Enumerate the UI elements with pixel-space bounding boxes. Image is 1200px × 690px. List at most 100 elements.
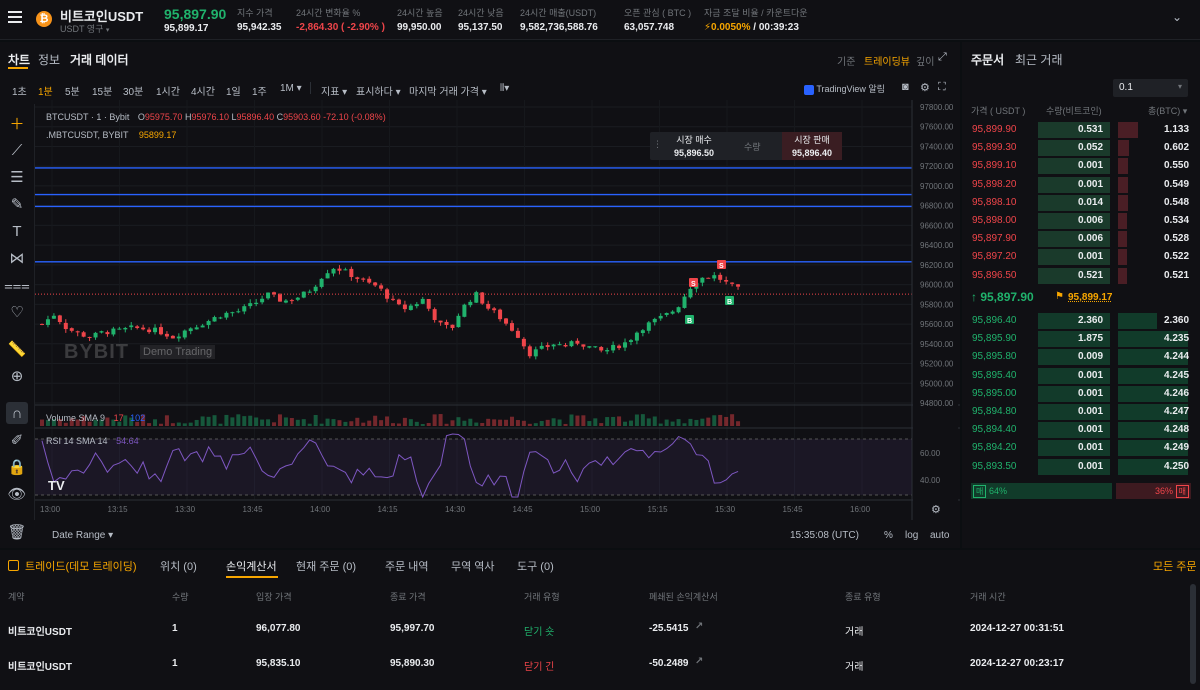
ask-price[interactable]: 95,897.20 (972, 251, 1017, 263)
ask-row[interactable]: 95,897.90 0.006 0.528 (962, 230, 1200, 248)
chart-type-icon[interactable]: ⫴▾ (500, 83, 510, 94)
tf-1s[interactable]: 1초 (12, 87, 27, 98)
col-total[interactable]: 총(BTC) ▾ (1148, 106, 1188, 116)
pattern-icon[interactable]: ⋈ (9, 250, 25, 267)
ruler-icon[interactable]: 📏 (7, 341, 27, 358)
market-sell-button[interactable]: 시장 판매 95,896.40 (782, 132, 842, 160)
bid-price[interactable]: 95,894.20 (972, 442, 1017, 454)
tab-recent-trades[interactable]: 최근 거래 (1015, 53, 1063, 67)
ask-row[interactable]: 95,898.20 0.001 0.549 (962, 176, 1200, 194)
tab-current-orders[interactable]: 현재 주문 (0) (296, 561, 357, 573)
bid-price[interactable]: 95,894.80 (972, 406, 1017, 417)
measure-lines-icon[interactable]: ⩶ (4, 276, 30, 294)
trash-icon[interactable]: 🗑 (7, 524, 27, 541)
ask-row[interactable]: 95,899.10 0.001 0.550 (962, 157, 1200, 175)
percent-toggle[interactable]: % (884, 530, 893, 541)
tab-info[interactable]: 정보 (38, 53, 61, 67)
quantity-label[interactable]: 수량 (744, 142, 761, 152)
tab-order-book[interactable]: 주문서 (971, 53, 1005, 67)
tab-standard[interactable]: 기준 (837, 57, 856, 68)
precision-select[interactable]: 0.1 ▾ (1113, 79, 1188, 97)
tab-chart[interactable]: 차트 (8, 53, 31, 67)
crosshair-icon[interactable]: ＋ (9, 115, 25, 133)
axis-settings-icon[interactable]: ⚙ (931, 504, 941, 516)
ask-row[interactable]: 95,899.30 0.052 0.602 (962, 139, 1200, 157)
tab-trade-demo[interactable]: 트레이드(데모 트레이딩) (25, 561, 137, 573)
tab-depth[interactable]: 깊이 (916, 57, 935, 68)
last-price-button[interactable]: 마지막 거래 가격 ▾ (409, 87, 487, 98)
tf-1m[interactable]: 1분 (38, 87, 53, 98)
ask-price[interactable]: 95,898.00 (972, 215, 1017, 226)
tf-1d[interactable]: 1일 (226, 87, 241, 98)
bid-row[interactable]: 95,895.80 0.009 4.244 (962, 348, 1200, 366)
menu-icon[interactable] (8, 11, 22, 25)
ask-row[interactable]: 95,897.20 0.001 0.522 (962, 248, 1200, 266)
log-toggle[interactable]: log (905, 530, 919, 541)
market-buy-button[interactable]: 시장 매수 95,896.50 (673, 135, 715, 158)
tf-1h[interactable]: 1시간 (156, 87, 180, 98)
brush-icon[interactable]: ✎ (10, 196, 24, 213)
tf-15m[interactable]: 15분 (92, 87, 113, 98)
bid-row[interactable]: 95,893.50 0.001 4.250 (962, 458, 1200, 476)
symbol-name[interactable]: 비트코인USDT (60, 9, 144, 24)
tradingview-alert-button[interactable]: TradingView 알림 (804, 82, 885, 95)
heart-icon[interactable]: ♡ (10, 304, 24, 321)
bid-price[interactable]: 95,893.50 (972, 460, 1017, 472)
bid-price[interactable]: 95,894.40 (972, 424, 1017, 436)
bid-row[interactable]: 95,894.80 0.001 4.247 (962, 403, 1200, 421)
bid-row[interactable]: 95,896.40 2.360 2.360 (962, 312, 1200, 330)
horizontal-lines-icon[interactable]: ☰ (10, 169, 24, 186)
share-icon[interactable]: ↗ (695, 621, 704, 632)
indicators-button[interactable]: 지표 ▾ (321, 87, 348, 98)
tf-30m[interactable]: 30분 (123, 87, 144, 98)
tab-tools[interactable]: 도구 (0) (517, 561, 554, 573)
bid-price[interactable]: 95,896.40 (972, 315, 1017, 326)
all-orders-link[interactable]: 모든 주문 (1153, 561, 1197, 573)
tab-trade-data[interactable]: 거래 데이터 (70, 53, 129, 67)
settings-icon[interactable]: ⚙ (920, 82, 930, 94)
ask-price[interactable]: 95,899.90 (972, 124, 1017, 135)
tab-trade-history[interactable]: 무역 역사 (451, 561, 495, 573)
ask-price[interactable]: 95,898.20 (972, 178, 1017, 190)
fullscreen-icon[interactable]: ⛶ (938, 81, 946, 93)
bid-price[interactable]: 95,895.00 (972, 387, 1017, 399)
eye-icon[interactable]: 👁 (7, 486, 27, 503)
ask-row[interactable]: 95,898.00 0.006 0.534 (962, 212, 1200, 230)
bid-price[interactable]: 95,895.90 (972, 333, 1017, 345)
magnet-icon[interactable]: ∩ (6, 402, 28, 424)
expand-icon[interactable]: ⤢ (938, 51, 947, 63)
bid-row[interactable]: 95,895.90 1.875 4.235 (962, 330, 1200, 348)
trendline-icon[interactable]: ⟋ (11, 141, 23, 159)
tab-positions[interactable]: 위치 (0) (160, 561, 197, 573)
ask-price[interactable]: 95,899.10 (972, 160, 1017, 172)
display-button[interactable]: 표시하다 ▾ (356, 87, 401, 98)
bid-row[interactable]: 95,894.20 0.001 4.249 (962, 439, 1200, 457)
bottom-scrollbar[interactable] (1190, 584, 1196, 684)
zoom-in-icon[interactable]: ⊕ (10, 368, 24, 385)
camera-icon[interactable]: ◙ (902, 81, 909, 93)
auto-toggle[interactable]: auto (930, 530, 950, 541)
bid-price[interactable]: 95,895.40 (972, 369, 1017, 381)
ask-price[interactable]: 95,898.10 (972, 196, 1017, 208)
lock-icon[interactable]: 🔒 (7, 459, 27, 476)
cell-contract[interactable]: 비트코인USDT (8, 662, 73, 673)
tab-pnl[interactable]: 손익계산서 (226, 561, 277, 573)
price-chart[interactable]: 97182.6296912.6096792.2896231.4595903.60… (35, 100, 960, 520)
tab-tradingview[interactable]: 트레이딩뷰 (864, 57, 910, 68)
ask-row[interactable]: 95,896.50 0.521 0.521 (962, 267, 1200, 285)
ask-price[interactable]: 95,896.50 (972, 269, 1017, 281)
draw-mode-icon[interactable]: ✐ (10, 432, 24, 449)
bid-row[interactable]: 95,895.00 0.001 4.246 (962, 385, 1200, 403)
text-icon[interactable]: T (12, 222, 22, 240)
dropdown-chevron-icon[interactable]: ⌄ (1172, 10, 1183, 24)
ask-price[interactable]: 95,897.90 (972, 233, 1017, 245)
bid-row[interactable]: 95,895.40 0.001 4.245 (962, 367, 1200, 385)
tf-4h[interactable]: 4시간 (191, 87, 215, 98)
cell-contract[interactable]: 비트코인USDT (8, 627, 73, 638)
drag-handle-icon[interactable]: ⋮ (653, 139, 662, 149)
tf-5m[interactable]: 5분 (65, 87, 80, 98)
share-icon[interactable]: ↗ (695, 656, 704, 667)
tf-1mo[interactable]: 1M ▾ (280, 83, 302, 94)
ask-price[interactable]: 95,899.30 (972, 142, 1017, 154)
bid-price[interactable]: 95,895.80 (972, 351, 1017, 363)
